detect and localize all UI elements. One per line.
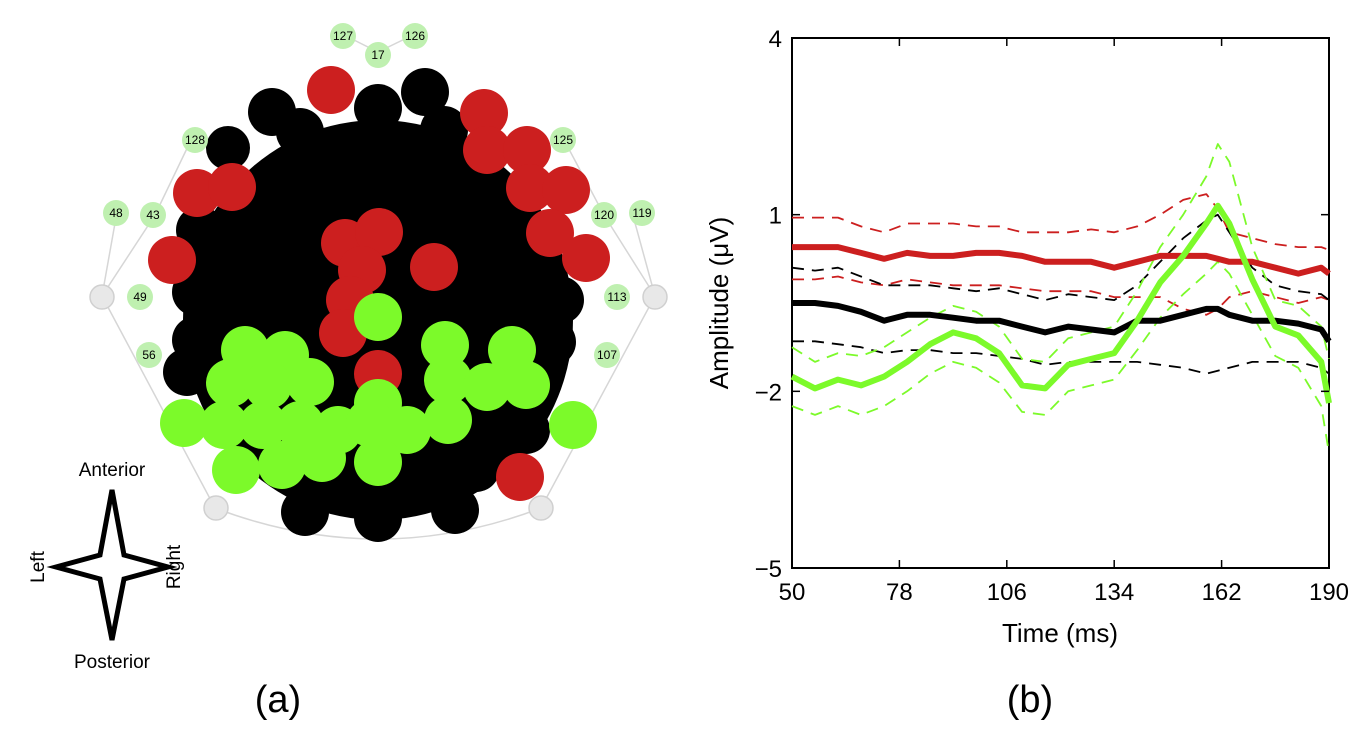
electrode-label: 126 [405, 29, 425, 43]
amplitude-chart: 50 78 106 134 162 190 −5 −2 1 4 Time (ms) Amplitu… [704, 26, 1349, 721]
electrode-128: 128 [182, 127, 208, 153]
red-electrodes [148, 66, 610, 501]
x-tick-label: 50 [779, 579, 806, 606]
electrode-56: 56 [136, 342, 162, 368]
x-axis-label: Time (ms) [1002, 618, 1118, 648]
electrode-48: 48 [103, 200, 129, 226]
series-line-0 [792, 244, 1331, 277]
electrode-120: 120 [591, 202, 617, 228]
electrode-label: 43 [146, 208, 160, 222]
y-tick-label: −5 [755, 556, 782, 583]
electrode-label: 120 [594, 208, 614, 222]
compass-left-label: Left [28, 550, 49, 582]
electrode-label: 56 [142, 348, 156, 362]
electrode-label: 17 [371, 48, 385, 62]
x-tick-label: 162 [1202, 579, 1242, 606]
electrode-43: 43 [140, 202, 166, 228]
y-tick-label: 4 [769, 26, 782, 53]
electrode-label: 107 [597, 348, 617, 362]
panel-b-label: (b) [1007, 679, 1053, 721]
series-line-3 [792, 300, 1332, 343]
electrode-label: 119 [632, 206, 651, 220]
electrode-49: 49 [127, 284, 153, 310]
compass-posterior-label: Posterior [74, 652, 151, 673]
electrode-125: 125 [550, 127, 576, 153]
electrode-126: 126 [402, 23, 428, 49]
series-line-7 [791, 143, 1330, 363]
electrode-113: 113 [604, 284, 630, 310]
compass-star-icon [46, 489, 178, 641]
series-line-2 [792, 275, 1330, 316]
y-tick-label: −2 [755, 379, 782, 406]
series-layer [790, 143, 1332, 454]
topomap: 127 17 126 128 125 48 43 120 119 49 113 [28, 23, 668, 721]
electrode-17: 17 [365, 42, 391, 68]
electrode-label: 48 [109, 206, 123, 220]
x-tick-label: 78 [886, 579, 913, 606]
electrode-label: 125 [553, 133, 573, 147]
electrode-labels: 127 17 126 128 125 48 43 120 119 49 113 [103, 23, 655, 368]
orientation-compass: Anterior Posterior Left Right [28, 460, 185, 673]
green-electrodes [160, 293, 597, 494]
y-axis-label: Amplitude (μV) [704, 217, 734, 389]
x-tick-label: 106 [987, 579, 1027, 606]
electrode-127: 127 [330, 23, 356, 49]
x-tick-label: 134 [1094, 579, 1134, 606]
plot-frame [791, 37, 1330, 569]
electrode-107: 107 [594, 342, 620, 368]
series-line-6 [790, 202, 1332, 404]
electrode-label: 127 [333, 29, 353, 43]
y-tick-label: 1 [769, 203, 782, 230]
ticks-layer: 50 78 106 134 162 190 −5 −2 1 4 [755, 26, 1349, 606]
series-line-1 [792, 193, 1330, 251]
compass-right-label: Right [164, 544, 185, 589]
x-tick-label: 190 [1309, 579, 1349, 606]
panel-a-label: (a) [255, 679, 301, 721]
electrode-label: 113 [607, 290, 626, 304]
electrode-119: 119 [629, 200, 655, 226]
electrode-label: 128 [185, 133, 205, 147]
compass-anterior-label: Anterior [79, 460, 146, 481]
electrode-label: 49 [133, 290, 147, 304]
series-line-8 [791, 260, 1330, 454]
